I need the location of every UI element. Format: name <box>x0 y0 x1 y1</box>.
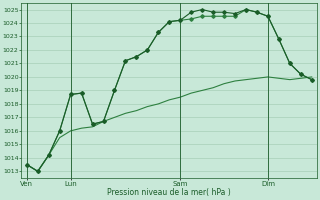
X-axis label: Pression niveau de la mer( hPa ): Pression niveau de la mer( hPa ) <box>108 188 231 197</box>
